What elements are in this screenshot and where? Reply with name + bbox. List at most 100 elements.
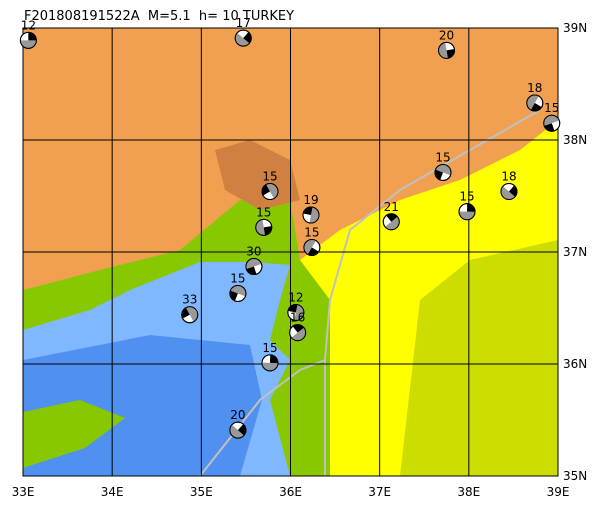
beachball — [289, 324, 307, 342]
beachball — [500, 183, 518, 201]
depth-label: 15 — [544, 101, 559, 115]
beachball-black — [243, 31, 252, 44]
beachball-grey — [185, 306, 198, 322]
beachball — [438, 41, 456, 59]
beachball-grey — [255, 219, 265, 236]
depth-label: 30 — [246, 245, 261, 259]
beachball — [181, 306, 199, 324]
beachball-outline — [438, 41, 456, 59]
beachball-black — [303, 207, 313, 216]
beachball-black — [292, 324, 304, 333]
beachball-black — [237, 424, 246, 436]
beachball-outline — [289, 324, 307, 342]
lon-label: 39E — [547, 485, 570, 499]
lon-label: 35E — [190, 485, 213, 499]
beachball-outline — [382, 213, 400, 231]
beachball-black — [181, 307, 190, 319]
lon-label: 33E — [12, 485, 35, 499]
beachball-grey — [438, 42, 448, 59]
beachball — [261, 354, 279, 372]
beachball-black — [261, 184, 270, 196]
beachball-outline — [229, 421, 247, 439]
beachball — [287, 303, 305, 321]
beachball-grey — [229, 424, 244, 439]
beachball — [245, 258, 263, 276]
beachball-black — [269, 354, 278, 364]
beachball-black — [288, 304, 298, 313]
beachball-grey — [385, 216, 400, 230]
beachball-outline — [19, 31, 37, 49]
lat-label: 35N — [563, 469, 587, 483]
beachball-outline — [261, 183, 279, 201]
beachball-black — [263, 226, 272, 236]
beachball-outline — [234, 29, 252, 47]
beachball — [303, 239, 321, 257]
beachball-outline — [302, 206, 320, 224]
beachball-grey — [435, 164, 451, 176]
depth-label: 18 — [501, 170, 516, 184]
beachball-grey — [309, 207, 320, 224]
depth-label: 15 — [435, 150, 450, 164]
beachball-outline — [287, 303, 305, 321]
lon-label: 34E — [101, 485, 124, 499]
beachball — [229, 421, 247, 439]
lat-label: 37N — [563, 245, 587, 259]
beachball-black — [307, 247, 319, 256]
beachball — [255, 218, 273, 236]
beachball-black — [530, 103, 542, 112]
beachball-outline — [229, 284, 247, 302]
beachball-grey — [543, 115, 560, 126]
depth-label: 15 — [459, 190, 474, 204]
beachball-grey — [261, 362, 278, 371]
depth-label: 18 — [527, 81, 542, 95]
beachball-grey — [235, 32, 250, 47]
map-title: F201808191522A M=5.1 h= 10 TURKEY — [24, 9, 294, 24]
beachball-grey — [245, 258, 262, 270]
depth-label: 12 — [21, 18, 36, 32]
beachball-outline — [458, 203, 476, 221]
beachball — [526, 94, 544, 112]
frame — [22, 27, 559, 477]
beachball-black — [446, 49, 455, 59]
depth-label: 20 — [230, 408, 245, 422]
lon-label: 37E — [368, 485, 391, 499]
beachball-grey — [294, 304, 304, 321]
beachball-black — [28, 32, 37, 41]
beachball — [229, 284, 247, 302]
lon-label: 36E — [279, 485, 302, 499]
depth-label: 15 — [230, 271, 245, 285]
depth-label: 17 — [236, 16, 251, 30]
beachball — [261, 183, 279, 201]
beachball-grey — [230, 285, 246, 297]
depth-label: 15 — [262, 341, 277, 355]
lat-label: 36N — [563, 357, 587, 371]
beachball — [434, 163, 452, 181]
lat-label: 39N — [563, 21, 587, 35]
depth-label: 15 — [256, 205, 271, 219]
beachball-grey — [526, 95, 539, 110]
depth-label: 12 — [288, 290, 303, 304]
beachball-black — [508, 185, 517, 197]
beachball-outline — [434, 163, 452, 181]
beachball-outline — [303, 239, 321, 257]
beachball-outline — [181, 306, 199, 324]
beachball — [302, 206, 320, 224]
depth-label: 16 — [290, 311, 305, 325]
lat-label: 38N — [563, 133, 587, 147]
beachball-black — [386, 213, 398, 222]
beachball-grey — [459, 211, 476, 220]
beachball-grey — [20, 40, 37, 49]
beachball-black — [467, 203, 476, 212]
beachball-outline — [255, 218, 273, 236]
beachball-grey — [500, 186, 515, 200]
depth-label: 19 — [303, 193, 318, 207]
beachball-outline — [526, 94, 544, 112]
beachball — [382, 213, 400, 231]
beachball-outline — [261, 354, 279, 372]
beachball-outline — [245, 258, 263, 276]
depth-label: 21 — [384, 200, 399, 214]
beachball-grey — [303, 239, 317, 255]
beachball — [234, 29, 252, 47]
